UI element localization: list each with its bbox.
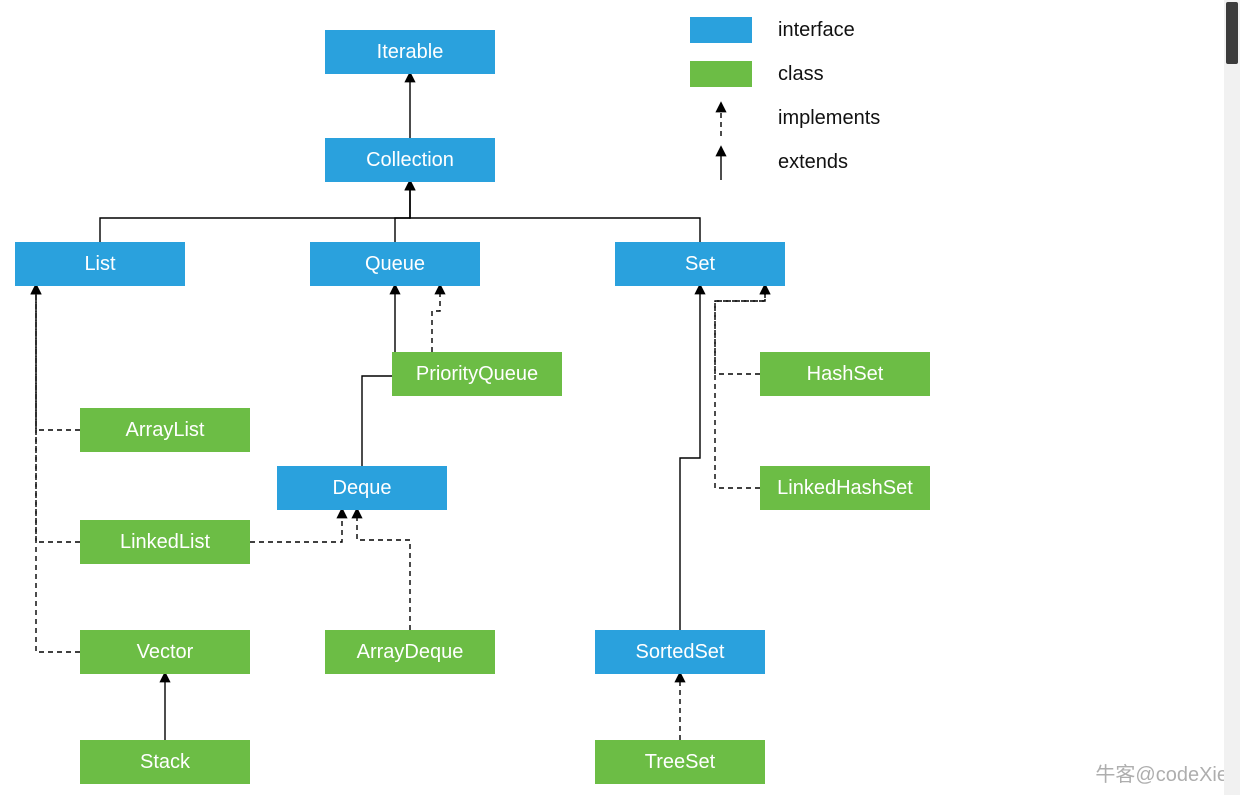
legend-label: extends [778,151,848,174]
legend-swatch-interface [690,17,752,43]
legend-label: class [778,63,824,86]
node-vector: Vector [80,630,250,674]
node-hashset: HashSet [760,352,930,396]
node-priorityqueue: PriorityQueue [392,352,562,396]
node-deque: Deque [277,466,447,510]
scrollbar-thumb[interactable] [1226,2,1238,64]
legend-item-class: class [690,54,1130,94]
node-list: List [15,242,185,286]
legend: interface class implements extends [690,10,1130,186]
node-iterable: Iterable [325,30,495,74]
node-linkedhashset: LinkedHashSet [760,466,930,510]
node-linkedlist: LinkedList [80,520,250,564]
watermark: 牛客@codeXie [1095,758,1228,787]
legend-arrow-implements [690,98,752,138]
legend-item-implements: implements [690,98,1130,138]
collection-hierarchy-diagram: Iterable Collection List Queue Set PriorityQu… [0,0,1240,795]
legend-item-extends: extends [690,142,1130,182]
node-queue: Queue [310,242,480,286]
legend-arrow-extends [690,142,752,182]
node-collection: Collection [325,138,495,182]
legend-label: interface [778,19,855,42]
legend-swatch-class [690,61,752,87]
node-treeset: TreeSet [595,740,765,784]
node-set: Set [615,242,785,286]
node-arraylist: ArrayList [80,408,250,452]
legend-item-interface: interface [690,10,1130,50]
node-arraydeque: ArrayDeque [325,630,495,674]
scrollbar[interactable] [1224,0,1240,795]
node-stack: Stack [80,740,250,784]
legend-label: implements [778,107,880,130]
node-sortedset: SortedSet [595,630,765,674]
